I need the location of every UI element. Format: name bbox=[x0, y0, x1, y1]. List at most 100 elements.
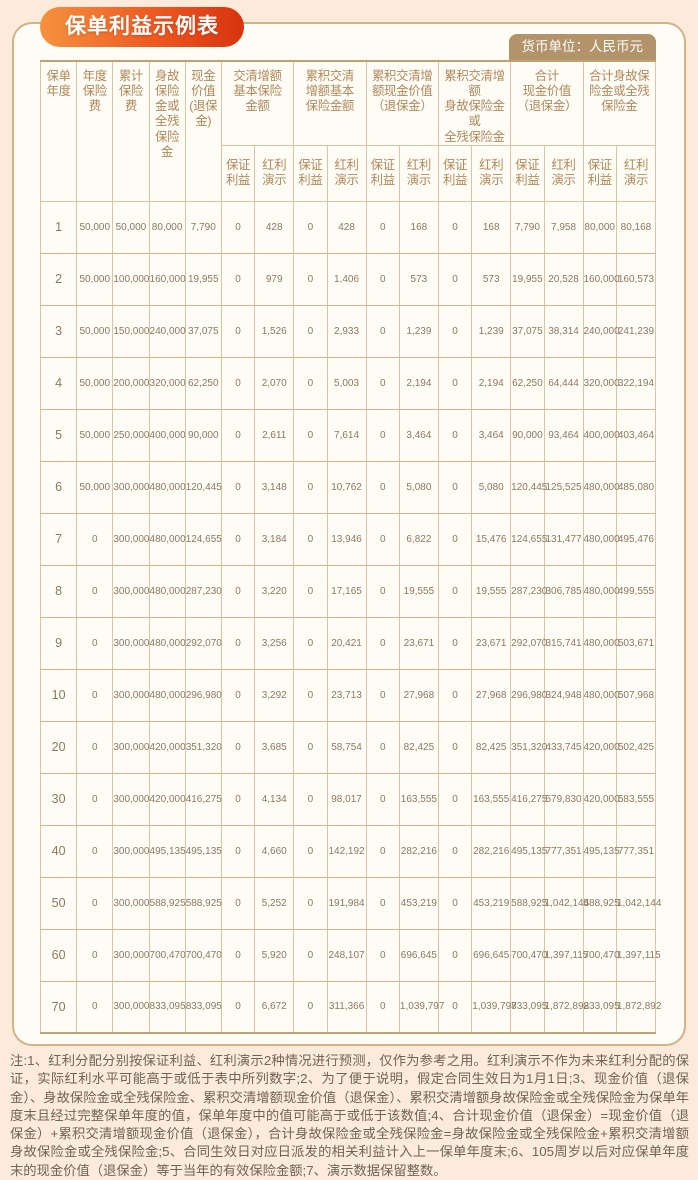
value-cell: 142,192 bbox=[326, 824, 367, 878]
table-row: 8 0 300,000 480,000 287,230 0 3,220 0 17,165 0 19,… bbox=[39, 564, 657, 618]
value-cell: 90,000 bbox=[510, 408, 545, 462]
value-cell: 320,000 bbox=[148, 356, 186, 410]
table-row: 20 0 300,000 420,000 351,320 0 3,685 0 58,754 0 82… bbox=[39, 720, 657, 774]
value-cell: 300,000 bbox=[112, 512, 150, 566]
value-cell: 428 bbox=[254, 200, 295, 254]
value-cell: 433,745 bbox=[543, 720, 584, 774]
value-cell: 322,194 bbox=[615, 356, 657, 410]
value-cell: 0 bbox=[437, 824, 473, 878]
value-cell: 0 bbox=[365, 356, 400, 410]
value-cell: 2,070 bbox=[254, 356, 295, 410]
value-cell: 19,955 bbox=[510, 252, 545, 306]
policy-year-cell: 5 bbox=[39, 408, 78, 462]
value-cell: 0 bbox=[293, 824, 328, 878]
subheader-dividend: 红利 演示 bbox=[398, 144, 439, 202]
value-cell: 0 bbox=[365, 980, 400, 1034]
value-cell: 480,000 bbox=[582, 668, 620, 722]
value-cell: 0 bbox=[365, 564, 400, 618]
value-cell: 0 bbox=[220, 668, 256, 722]
value-cell: 7,790 bbox=[510, 200, 545, 254]
value-cell: 700,470 bbox=[510, 928, 547, 982]
value-cell: 168 bbox=[471, 200, 512, 254]
value-cell: 3,148 bbox=[254, 460, 295, 514]
value-cell: 64,444 bbox=[543, 356, 584, 410]
value-cell: 163,555 bbox=[398, 772, 439, 826]
value-cell: 700,470 bbox=[582, 928, 620, 982]
value-cell: 1,872,892 bbox=[615, 980, 661, 1034]
value-cell: 82,425 bbox=[471, 720, 512, 774]
value-cell: 2,933 bbox=[326, 304, 367, 358]
value-cell: 3,464 bbox=[471, 408, 512, 462]
value-cell: 777,351 bbox=[543, 824, 584, 878]
value-cell: 0 bbox=[220, 356, 256, 410]
policy-year-cell: 10 bbox=[39, 668, 78, 722]
value-cell: 3,685 bbox=[254, 720, 295, 774]
table-row: 30 0 300,000 420,000 416,275 0 4,134 0 98,017 0 16… bbox=[39, 772, 657, 826]
table-row: 2 50,000 100,000 160,000 19,955 0 979 0 1,406 0 57… bbox=[39, 252, 657, 306]
value-cell: 80,000 bbox=[582, 200, 617, 254]
value-cell: 480,000 bbox=[582, 512, 620, 566]
value-cell: 0 bbox=[76, 720, 114, 774]
header-cash-value: 现金 价值 (退保 金) bbox=[184, 60, 222, 202]
value-cell: 3,464 bbox=[398, 408, 439, 462]
table-row: 40 0 300,000 495,135 495,135 0 4,660 0 142,192 0 2… bbox=[39, 824, 657, 878]
value-cell: 0 bbox=[220, 408, 256, 462]
value-cell: 403,464 bbox=[615, 408, 657, 462]
value-cell: 0 bbox=[220, 876, 256, 930]
value-cell: 0 bbox=[365, 824, 400, 878]
value-cell: 292,070 bbox=[184, 616, 222, 670]
value-cell: 300,000 bbox=[112, 876, 150, 930]
value-cell: 0 bbox=[437, 356, 473, 410]
value-cell: 0 bbox=[365, 200, 400, 254]
value-cell: 131,477 bbox=[543, 512, 584, 566]
value-cell: 38,314 bbox=[543, 304, 584, 358]
value-cell: 0 bbox=[437, 928, 473, 982]
header-group-cumulative-paidup-death-benefit: 累积交清增额 身故保险金或 全残保险金 bbox=[437, 60, 512, 146]
value-cell: 0 bbox=[293, 772, 328, 826]
subheader-guaranteed: 保证 利益 bbox=[365, 144, 400, 202]
page-title: 保单利益示例表 bbox=[40, 7, 244, 47]
value-cell: 0 bbox=[365, 408, 400, 462]
value-cell: 503,671 bbox=[615, 616, 657, 670]
value-cell: 0 bbox=[437, 252, 473, 306]
currency-unit-badge: 货币单位：人民币元 bbox=[508, 34, 656, 60]
value-cell: 3,292 bbox=[254, 668, 295, 722]
value-cell: 0 bbox=[76, 928, 114, 982]
value-cell: 90,000 bbox=[184, 408, 222, 462]
value-cell: 287,230 bbox=[184, 564, 222, 618]
value-cell: 50,000 bbox=[76, 252, 114, 306]
table-row: 50 0 300,000 588,925 588,925 0 5,252 0 191,984 0 4… bbox=[39, 876, 661, 930]
header-group-cumulative-paidup-cash-value: 累积交清增 额现金价值 （退保金） bbox=[365, 60, 439, 146]
value-cell: 0 bbox=[365, 720, 400, 774]
value-cell: 588,925 bbox=[582, 876, 620, 930]
header-policy-year: 保单 年度 bbox=[39, 60, 78, 202]
value-cell: 160,573 bbox=[615, 252, 657, 306]
subheader-guaranteed: 保证 利益 bbox=[293, 144, 328, 202]
subheader-dividend: 红利 演示 bbox=[254, 144, 295, 202]
value-cell: 0 bbox=[220, 304, 256, 358]
policy-year-cell: 60 bbox=[39, 928, 78, 982]
value-cell: 100,000 bbox=[112, 252, 150, 306]
value-cell: 420,000 bbox=[582, 772, 620, 826]
value-cell: 27,968 bbox=[471, 668, 512, 722]
value-cell: 0 bbox=[293, 720, 328, 774]
subheader-guaranteed: 保证 利益 bbox=[510, 144, 545, 202]
value-cell: 20,528 bbox=[543, 252, 584, 306]
policy-year-cell: 8 bbox=[39, 564, 78, 618]
value-cell: 1,039,797 bbox=[398, 980, 444, 1034]
value-cell: 420,000 bbox=[148, 720, 186, 774]
value-cell: 1,397,115 bbox=[615, 928, 661, 982]
value-cell: 573 bbox=[471, 252, 512, 306]
header-group-total-cash-value: 合计 现金价值 （退保金） bbox=[510, 60, 584, 146]
value-cell: 0 bbox=[76, 772, 114, 826]
value-cell: 0 bbox=[220, 772, 256, 826]
value-cell: 17,165 bbox=[326, 564, 367, 618]
value-cell: 306,785 bbox=[543, 564, 584, 618]
value-cell: 1,526 bbox=[254, 304, 295, 358]
value-cell: 0 bbox=[365, 304, 400, 358]
value-cell: 0 bbox=[293, 512, 328, 566]
value-cell: 37,075 bbox=[510, 304, 545, 358]
value-cell: 1,042,144 bbox=[615, 876, 661, 930]
value-cell: 0 bbox=[293, 356, 328, 410]
